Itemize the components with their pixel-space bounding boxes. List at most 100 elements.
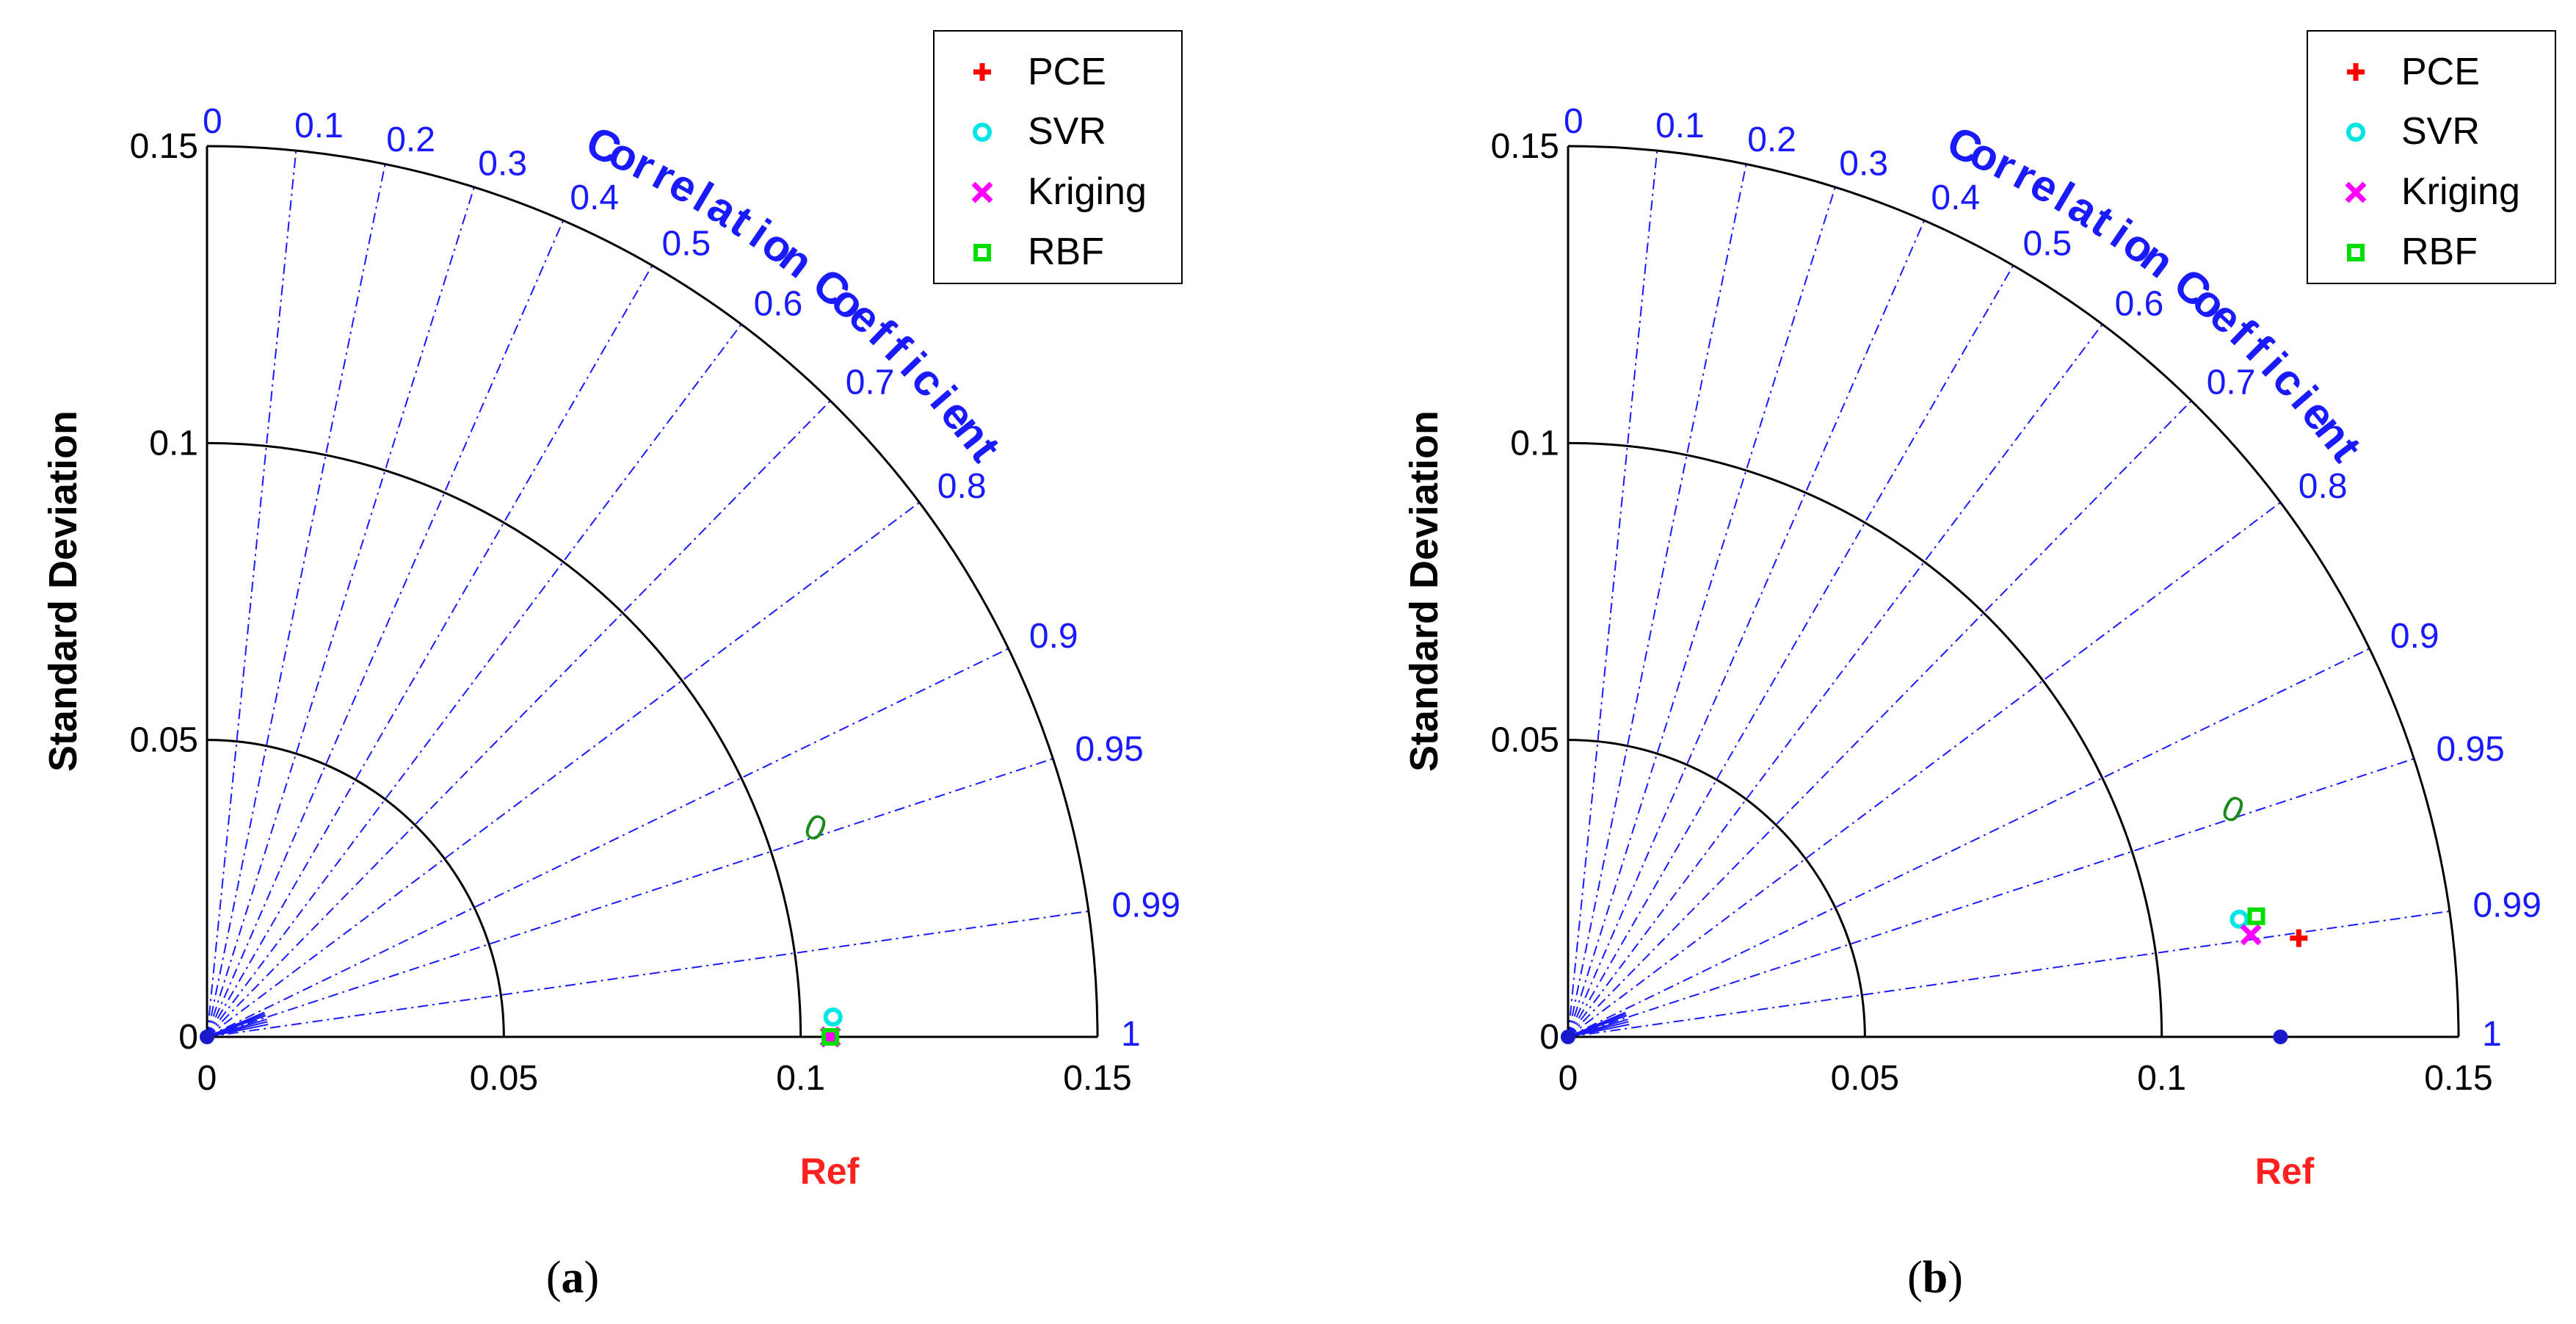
panel-a-corr-tick-4: 0.4 [570, 178, 619, 217]
panel-a-corr-tick-12: 1 [1121, 1015, 1141, 1054]
panel-a-corr-tick-1: 0.1 [294, 106, 344, 145]
panel-a-legend-entry-kriging: Kriging [1028, 170, 1147, 213]
panel-a-corr-line-6 [206, 324, 742, 1038]
panel-a-corr-line-8 [206, 502, 921, 1038]
panel-a-corr-tick-5: 0.5 [662, 225, 711, 264]
panel-a-y-tick-0: 0 [178, 1018, 198, 1057]
panel-b-corr-tick-5: 0.5 [2023, 225, 2072, 264]
panel-a-legend-symbol-svr [973, 123, 992, 142]
panel-b-corr-tick-2: 0.2 [1747, 120, 1796, 159]
panel-a-axes [206, 146, 1097, 1038]
panel-b-corr-tick-6: 0.6 [2115, 285, 2164, 324]
panel-a-corr-line-4 [206, 220, 565, 1038]
panel-b-corr-tick-7: 0.7 [2207, 363, 2256, 402]
panel-a-caption: (a) [546, 1253, 599, 1303]
panel-a-x-tick-0: 0 [197, 1059, 217, 1098]
panel-b-legend-symbol-kriging [2345, 181, 2367, 203]
panel-b-mark-kriging-d2 [2240, 924, 2262, 946]
panel-b-std-arc-2 [1567, 145, 2460, 1038]
panel-b-legend-symbol-kriging-d2 [2345, 181, 2367, 203]
panel-a-legend-symbol-rbf [973, 244, 991, 261]
panel-b-contour-label: 0 [2216, 788, 2250, 831]
panel-a-x-tick-2: 0.1 [776, 1059, 825, 1098]
panel-a-corr-minor-5 [206, 1024, 269, 1038]
panel-a-corr-tick-11: 0.99 [1111, 886, 1180, 925]
panel-a-legend: PCE SVR Kriging RBF [933, 30, 1183, 284]
panel-b-y-tick-1: 0.05 [1491, 721, 1559, 760]
panel-a-corr-line-11 [206, 910, 1089, 1038]
panel-b-legend-entry-pce: PCE [2401, 51, 2480, 93]
panel-a-y-tick-2: 0.1 [149, 424, 198, 463]
panel-a-legend-symbol-kriging-d2 [971, 181, 993, 203]
panel-b-caption-letter: b [1923, 1253, 1948, 1303]
panel-b-caption: (b) [1907, 1253, 1963, 1303]
panel-a-legend-symbol-pce [973, 63, 991, 81]
panel-a-corr-tick-8: 0.8 [937, 467, 987, 506]
panel-b-mark-pce [2290, 929, 2308, 947]
panel-a-corr-tick-2: 0.2 [386, 120, 435, 159]
panel-a-legend-symbols [971, 63, 993, 261]
panel-a-std-arc-0 [206, 739, 505, 1038]
panel-b-x-tick-3: 0.15 [2424, 1059, 2492, 1098]
panel-b-xlabel: Ref [2255, 1151, 2315, 1192]
panel-a-corr-tick-10: 0.95 [1075, 730, 1143, 769]
panel-b-mark-svr [2229, 909, 2249, 929]
panel-b-corr-tick-12: 1 [2482, 1015, 2502, 1054]
panel-a-mark-rbf [821, 1028, 840, 1046]
taylor-diagram-panel-b: 000.050.050.10.10.150.15 0 0.1 0.20.30.40.… [1402, 30, 2556, 1303]
panel-b-ref-point [2273, 1030, 2288, 1044]
panel-a-legend-entry-pce: PCE [1028, 51, 1106, 93]
panel-b-std-arc-1 [1567, 441, 2163, 1038]
panel-a-corr-tick-3: 0.3 [478, 144, 527, 183]
panel-a-corr-tick-0: 0 [203, 102, 222, 141]
panel-a-std-arc-1 [206, 441, 802, 1038]
panel-b-correlation-tick-labels: 0 0.1 0.2 0.3 0.4 0.5 0.6 0.7 0.8 0.9 0.95 0.99 1 [1564, 102, 2541, 1054]
panel-b-data-marks: 0 [1561, 788, 2308, 1044]
panel-b-ylabel: Standard Deviation [1402, 410, 1446, 772]
panel-b-corr-line-11 [1567, 910, 2450, 1038]
panel-b-corr-line-8 [1567, 502, 2281, 1038]
panel-b-legend-symbol-rbf [2347, 244, 2365, 261]
panel-a-ylabel: Standard Deviation [41, 410, 85, 772]
panel-b-corr-line-3 [1567, 187, 1836, 1038]
panel-b-y-tick-2: 0.1 [1510, 424, 1559, 463]
panel-a-tick-labels: 000.050.050.10.10.150.15 [130, 127, 1132, 1098]
panel-b-corr-line-4 [1567, 220, 1926, 1038]
panel-b-corr-tick-1: 0.1 [1655, 106, 1705, 145]
panel-b-origin-point [1561, 1030, 1575, 1044]
panel-a-corr-line-10 [206, 758, 1053, 1038]
panel-b-legend-symbols [2345, 63, 2367, 261]
panel-a-grid [206, 145, 1099, 1038]
panel-b-corr-tick-8: 0.8 [2299, 467, 2348, 506]
panel-a-legend-symbol-kriging [971, 181, 993, 203]
panel-a-origin-point [200, 1030, 214, 1044]
panel-b-legend-symbol-pce [2347, 63, 2365, 81]
panel-b-corr-tick-11: 0.99 [2472, 886, 2541, 925]
panel-b-mark-rbf [2247, 907, 2265, 925]
panel-b-x-tick-2: 0.1 [2137, 1059, 2186, 1098]
panel-b-legend-entry-kriging: Kriging [2401, 170, 2520, 213]
panel-a-caption-letter: a [562, 1253, 584, 1303]
panel-b-corr-tick-4: 0.4 [1931, 178, 1980, 217]
panel-b-corr-tick-0: 0 [1564, 102, 1583, 141]
panel-a-x-tick-1: 0.05 [470, 1059, 538, 1098]
panel-b-mark-kriging [2240, 924, 2262, 946]
panel-b-x-tick-1: 0.05 [1831, 1059, 1899, 1098]
panel-a-correlation-tick-labels: 0 0.1 0.2 0.3 0.4 0.5 0.6 0.7 0.8 0.9 0.95 0.99 1 [203, 102, 1180, 1054]
panel-b-std-arc-0 [1567, 739, 1866, 1038]
panel-b-corr-line-2 [1567, 164, 1747, 1038]
panel-b-y-tick-0: 0 [1539, 1018, 1559, 1057]
panel-a-corr-line-9 [206, 648, 1009, 1038]
panel-b-grid [1567, 145, 2460, 1038]
panel-b-x-tick-0: 0 [1559, 1059, 1578, 1098]
panel-a-std-arc-2 [206, 145, 1099, 1038]
taylor-diagram-panel-a: 000.050.050.10.10.150.15 0 0.1 0.20.30.40.… [41, 30, 1183, 1303]
panel-a-corr-tick-9: 0.9 [1029, 617, 1078, 656]
panel-a-data-marks: 0 [200, 806, 843, 1048]
panel-b-legend-entry-svr: SVR [2401, 110, 2480, 153]
panel-a-x-tick-3: 0.15 [1063, 1059, 1131, 1098]
panel-a-contour-label: 0 [798, 806, 832, 850]
panel-b-corr-minor-5 [1567, 1024, 1630, 1038]
panel-b-corr-tick-3: 0.3 [1839, 144, 1888, 183]
